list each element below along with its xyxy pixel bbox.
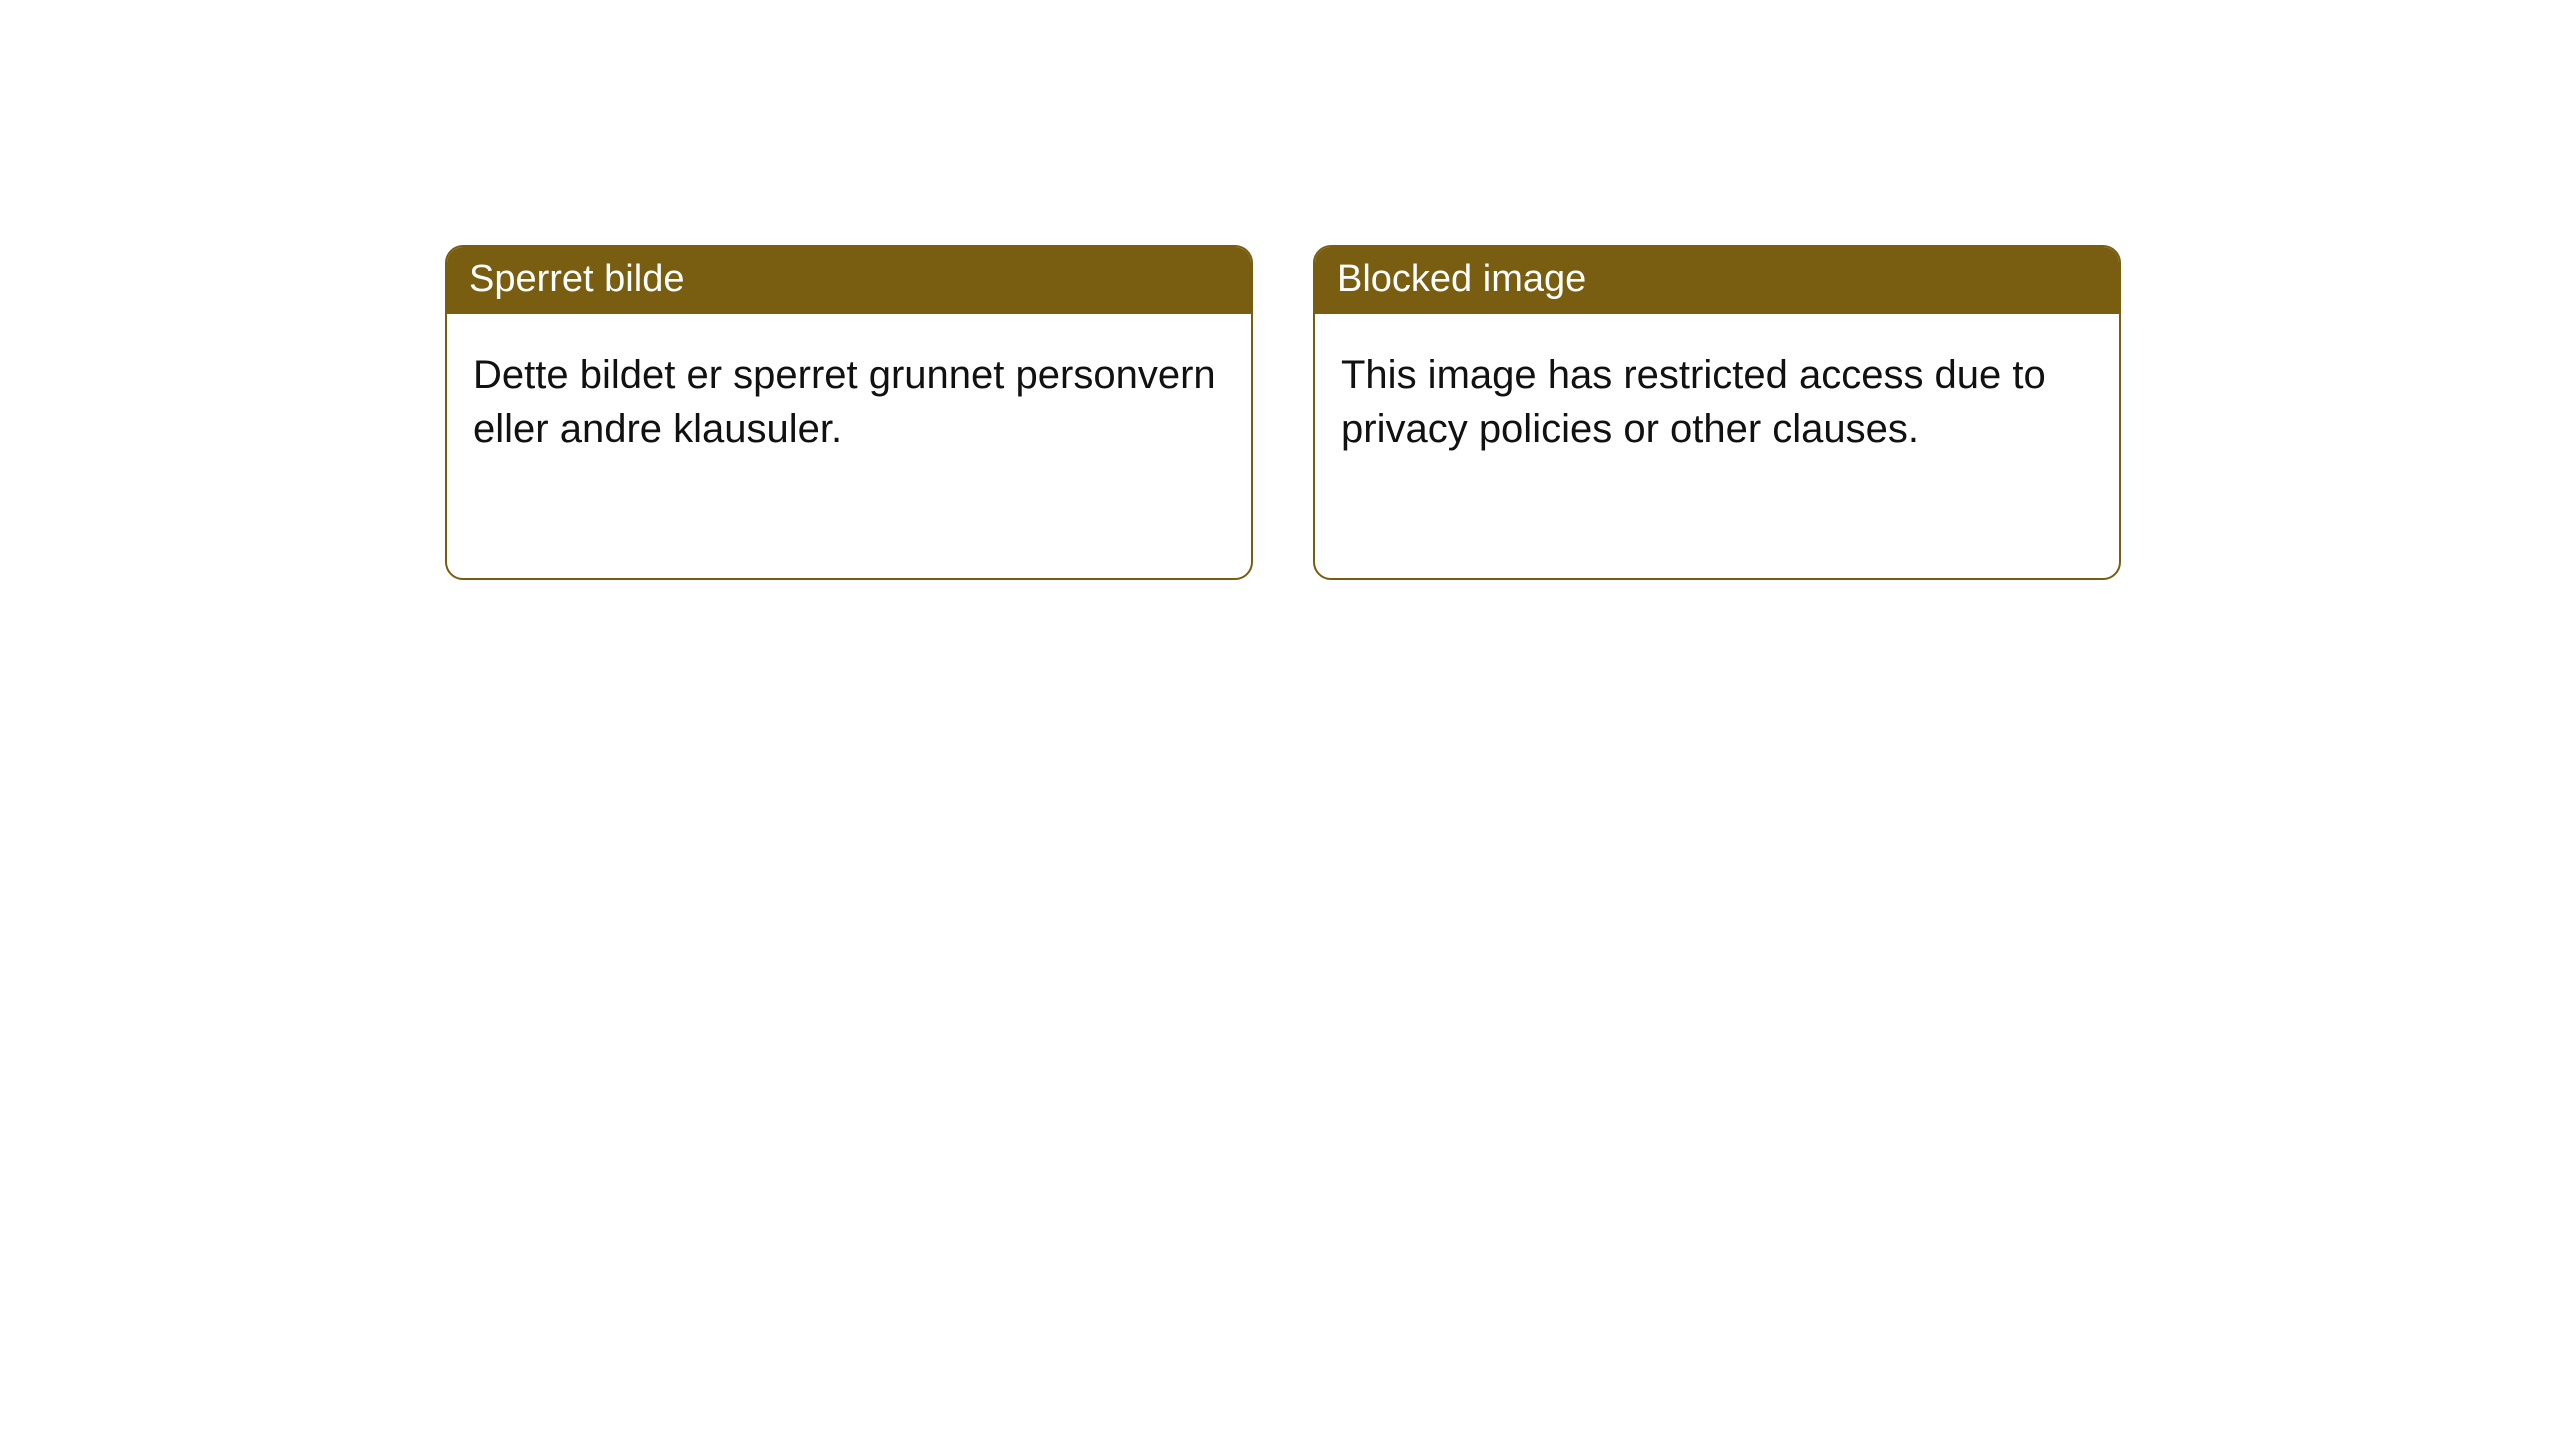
notice-card-english: Blocked image This image has restricted … [1313, 245, 2121, 580]
card-body: Dette bildet er sperret grunnet personve… [447, 314, 1251, 490]
notice-container: Sperret bilde Dette bildet er sperret gr… [0, 0, 2560, 580]
card-body: This image has restricted access due to … [1315, 314, 2119, 490]
card-title: Sperret bilde [447, 247, 1251, 314]
card-title: Blocked image [1315, 247, 2119, 314]
notice-card-norwegian: Sperret bilde Dette bildet er sperret gr… [445, 245, 1253, 580]
